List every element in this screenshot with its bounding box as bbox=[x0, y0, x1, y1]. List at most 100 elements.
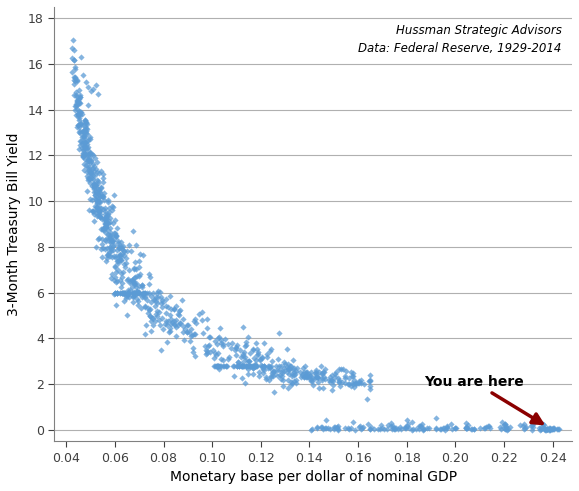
Point bbox=[145, 280, 154, 288]
Point bbox=[154, 308, 163, 316]
Point bbox=[111, 273, 120, 280]
Point bbox=[116, 276, 125, 284]
Point bbox=[124, 241, 134, 249]
Point bbox=[516, 421, 525, 429]
Point bbox=[129, 264, 138, 272]
Point bbox=[127, 276, 137, 284]
Point bbox=[347, 372, 357, 380]
Point bbox=[182, 327, 192, 335]
Point bbox=[85, 134, 94, 141]
Point bbox=[214, 362, 223, 370]
Point bbox=[273, 355, 283, 363]
Point bbox=[251, 362, 261, 370]
Point bbox=[78, 121, 87, 129]
Point bbox=[290, 364, 299, 372]
Point bbox=[105, 232, 115, 240]
Point bbox=[102, 215, 112, 222]
Point bbox=[116, 256, 126, 264]
Point bbox=[82, 120, 91, 128]
Point bbox=[401, 424, 410, 432]
Point bbox=[521, 425, 530, 433]
Point bbox=[170, 317, 179, 325]
Point bbox=[545, 425, 555, 433]
Point bbox=[101, 207, 110, 215]
Point bbox=[373, 425, 383, 433]
Point bbox=[244, 357, 254, 365]
Point bbox=[501, 423, 510, 431]
Point bbox=[79, 166, 89, 174]
Point bbox=[165, 292, 174, 300]
Point bbox=[500, 421, 509, 429]
Point bbox=[91, 81, 100, 88]
Point bbox=[145, 273, 155, 280]
Point bbox=[69, 76, 79, 84]
Point bbox=[265, 364, 274, 372]
Point bbox=[241, 362, 250, 370]
Point bbox=[328, 372, 337, 380]
Point bbox=[97, 192, 107, 200]
Point bbox=[461, 424, 471, 432]
Point bbox=[446, 420, 456, 428]
Point bbox=[87, 208, 97, 216]
Point bbox=[101, 222, 111, 230]
Point bbox=[119, 268, 128, 275]
Point bbox=[325, 378, 334, 386]
Point bbox=[146, 318, 156, 326]
Point bbox=[111, 229, 120, 237]
Point bbox=[287, 362, 296, 370]
Point bbox=[83, 136, 92, 143]
Point bbox=[102, 225, 112, 233]
Point bbox=[90, 202, 100, 210]
Point bbox=[94, 189, 104, 196]
Point bbox=[470, 425, 479, 433]
Point bbox=[291, 368, 301, 376]
Point bbox=[241, 362, 251, 370]
Point bbox=[100, 236, 109, 244]
Point bbox=[76, 130, 85, 137]
Point bbox=[109, 242, 118, 250]
Point bbox=[283, 363, 292, 371]
Point bbox=[101, 218, 111, 225]
Point bbox=[224, 353, 233, 361]
Point bbox=[271, 362, 280, 370]
Point bbox=[499, 424, 508, 432]
Point bbox=[261, 376, 270, 383]
Point bbox=[538, 420, 548, 428]
Point bbox=[106, 246, 115, 253]
Point bbox=[259, 369, 268, 377]
Point bbox=[90, 209, 100, 217]
Point bbox=[189, 348, 198, 356]
Point bbox=[187, 332, 196, 340]
Point bbox=[203, 350, 212, 357]
Point bbox=[331, 368, 340, 376]
Point bbox=[424, 424, 434, 432]
Point bbox=[287, 378, 296, 386]
Point bbox=[145, 312, 155, 320]
Point bbox=[128, 289, 137, 297]
Point bbox=[463, 424, 472, 432]
Point bbox=[83, 150, 93, 158]
Point bbox=[107, 270, 116, 278]
Point bbox=[106, 224, 115, 232]
Point bbox=[83, 83, 93, 91]
Point bbox=[113, 239, 123, 246]
Point bbox=[435, 425, 444, 433]
Point bbox=[141, 302, 150, 310]
Point bbox=[220, 362, 229, 370]
Point bbox=[237, 362, 247, 370]
Point bbox=[354, 380, 364, 387]
Point bbox=[69, 91, 78, 99]
Point bbox=[210, 349, 219, 356]
Point bbox=[94, 194, 103, 202]
Point bbox=[124, 289, 133, 297]
Point bbox=[128, 293, 137, 300]
Point bbox=[234, 362, 244, 370]
Point bbox=[331, 373, 340, 381]
Point bbox=[112, 257, 122, 265]
Point bbox=[277, 367, 287, 375]
Point bbox=[505, 424, 515, 432]
Point bbox=[269, 368, 278, 376]
Point bbox=[302, 368, 312, 376]
Point bbox=[215, 365, 224, 373]
Point bbox=[158, 325, 167, 333]
